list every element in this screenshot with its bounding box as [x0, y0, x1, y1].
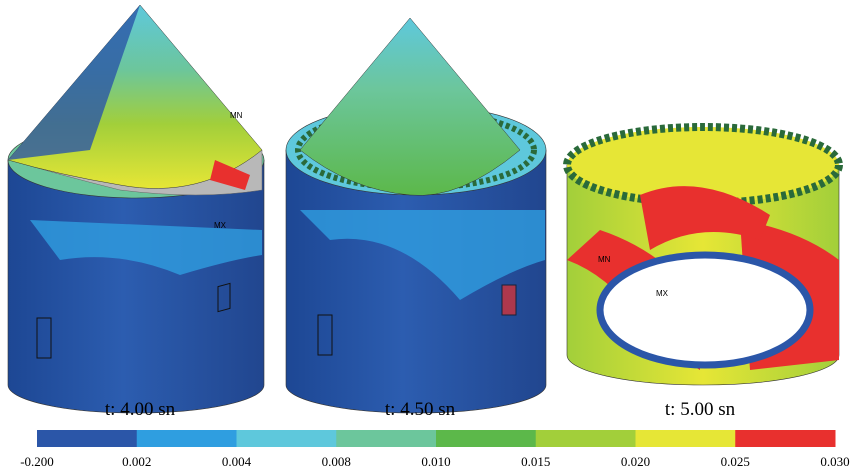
- model-1: MN MX: [8, 5, 264, 413]
- color-segment: [436, 430, 536, 447]
- tick-label: 0.004: [222, 454, 252, 469]
- min-label: MN: [230, 111, 243, 120]
- model-2: [286, 18, 546, 413]
- tick-label: 0.002: [122, 454, 151, 469]
- model-3: MN MX: [567, 127, 839, 385]
- min-label: MN: [598, 255, 611, 264]
- color-segment: [735, 430, 835, 447]
- color-segment: [536, 430, 636, 447]
- tick-label: 0.008: [322, 454, 351, 469]
- tick-label: 0.015: [521, 454, 550, 469]
- caption: t: 4.00 sn: [105, 399, 176, 420]
- caption: t: 4.50 sn: [385, 399, 456, 420]
- color-segment: [336, 430, 436, 447]
- figure: MN MX MN MX t: 4.00 sn t: 4.50 sn t: 5.0…: [0, 0, 867, 473]
- max-label: MX: [656, 289, 669, 298]
- caption: t: 5.00 sn: [665, 399, 736, 420]
- tick-label: 0.025: [721, 454, 750, 469]
- max-label: MX: [214, 221, 227, 230]
- tick-label: 0.010: [421, 454, 450, 469]
- color-segment: [636, 430, 736, 447]
- color-segment: [137, 430, 237, 447]
- tick-label: 0.030: [820, 454, 849, 469]
- tick-label: -0.200: [20, 454, 54, 469]
- color-segment: [237, 430, 337, 447]
- color-segment: [37, 430, 137, 447]
- tick-label: 0.020: [621, 454, 650, 469]
- colorbar: -0.200 0.002 0.004 0.008 0.010 0.015 0.020 0.02…: [20, 430, 849, 469]
